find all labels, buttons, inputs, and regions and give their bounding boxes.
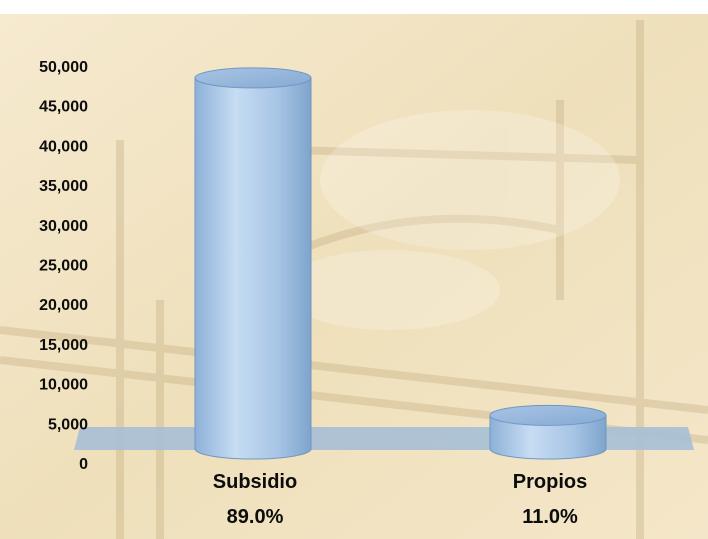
bar-propios (489, 404, 607, 460)
y-tick-label: 0 (79, 456, 88, 473)
category-label: Subsidio (213, 471, 297, 493)
y-tick-label: 30,000 (39, 218, 88, 235)
y-tick-label: 35,000 (39, 178, 88, 195)
bar-body (194, 77, 312, 460)
y-tick-label: 20,000 (39, 297, 88, 314)
category-label: Propios (513, 471, 587, 493)
bar-body (489, 414, 607, 460)
y-tick-label: 45,000 (39, 99, 88, 116)
bar-top (489, 404, 607, 426)
bar-subsidio (194, 67, 312, 460)
y-tick-label: 50,000 (39, 59, 88, 76)
y-tick-label: 10,000 (39, 377, 88, 394)
y-tick-label: 25,000 (39, 258, 88, 275)
bar-top (194, 67, 312, 89)
y-axis: 0 5,000 10,000 15,000 20,000 25,000 30,000 35,0… (39, 59, 88, 473)
y-tick-label: 40,000 (39, 138, 88, 155)
y-tick-label: 15,000 (39, 337, 88, 354)
percentage-label: 89.0% (227, 506, 284, 528)
percentage-label: 11.0% (522, 506, 578, 528)
y-tick-label: 5,000 (48, 416, 88, 433)
x-axis: Subsidio 89.0% Propios 11.0% (213, 471, 587, 528)
bars (194, 67, 607, 460)
